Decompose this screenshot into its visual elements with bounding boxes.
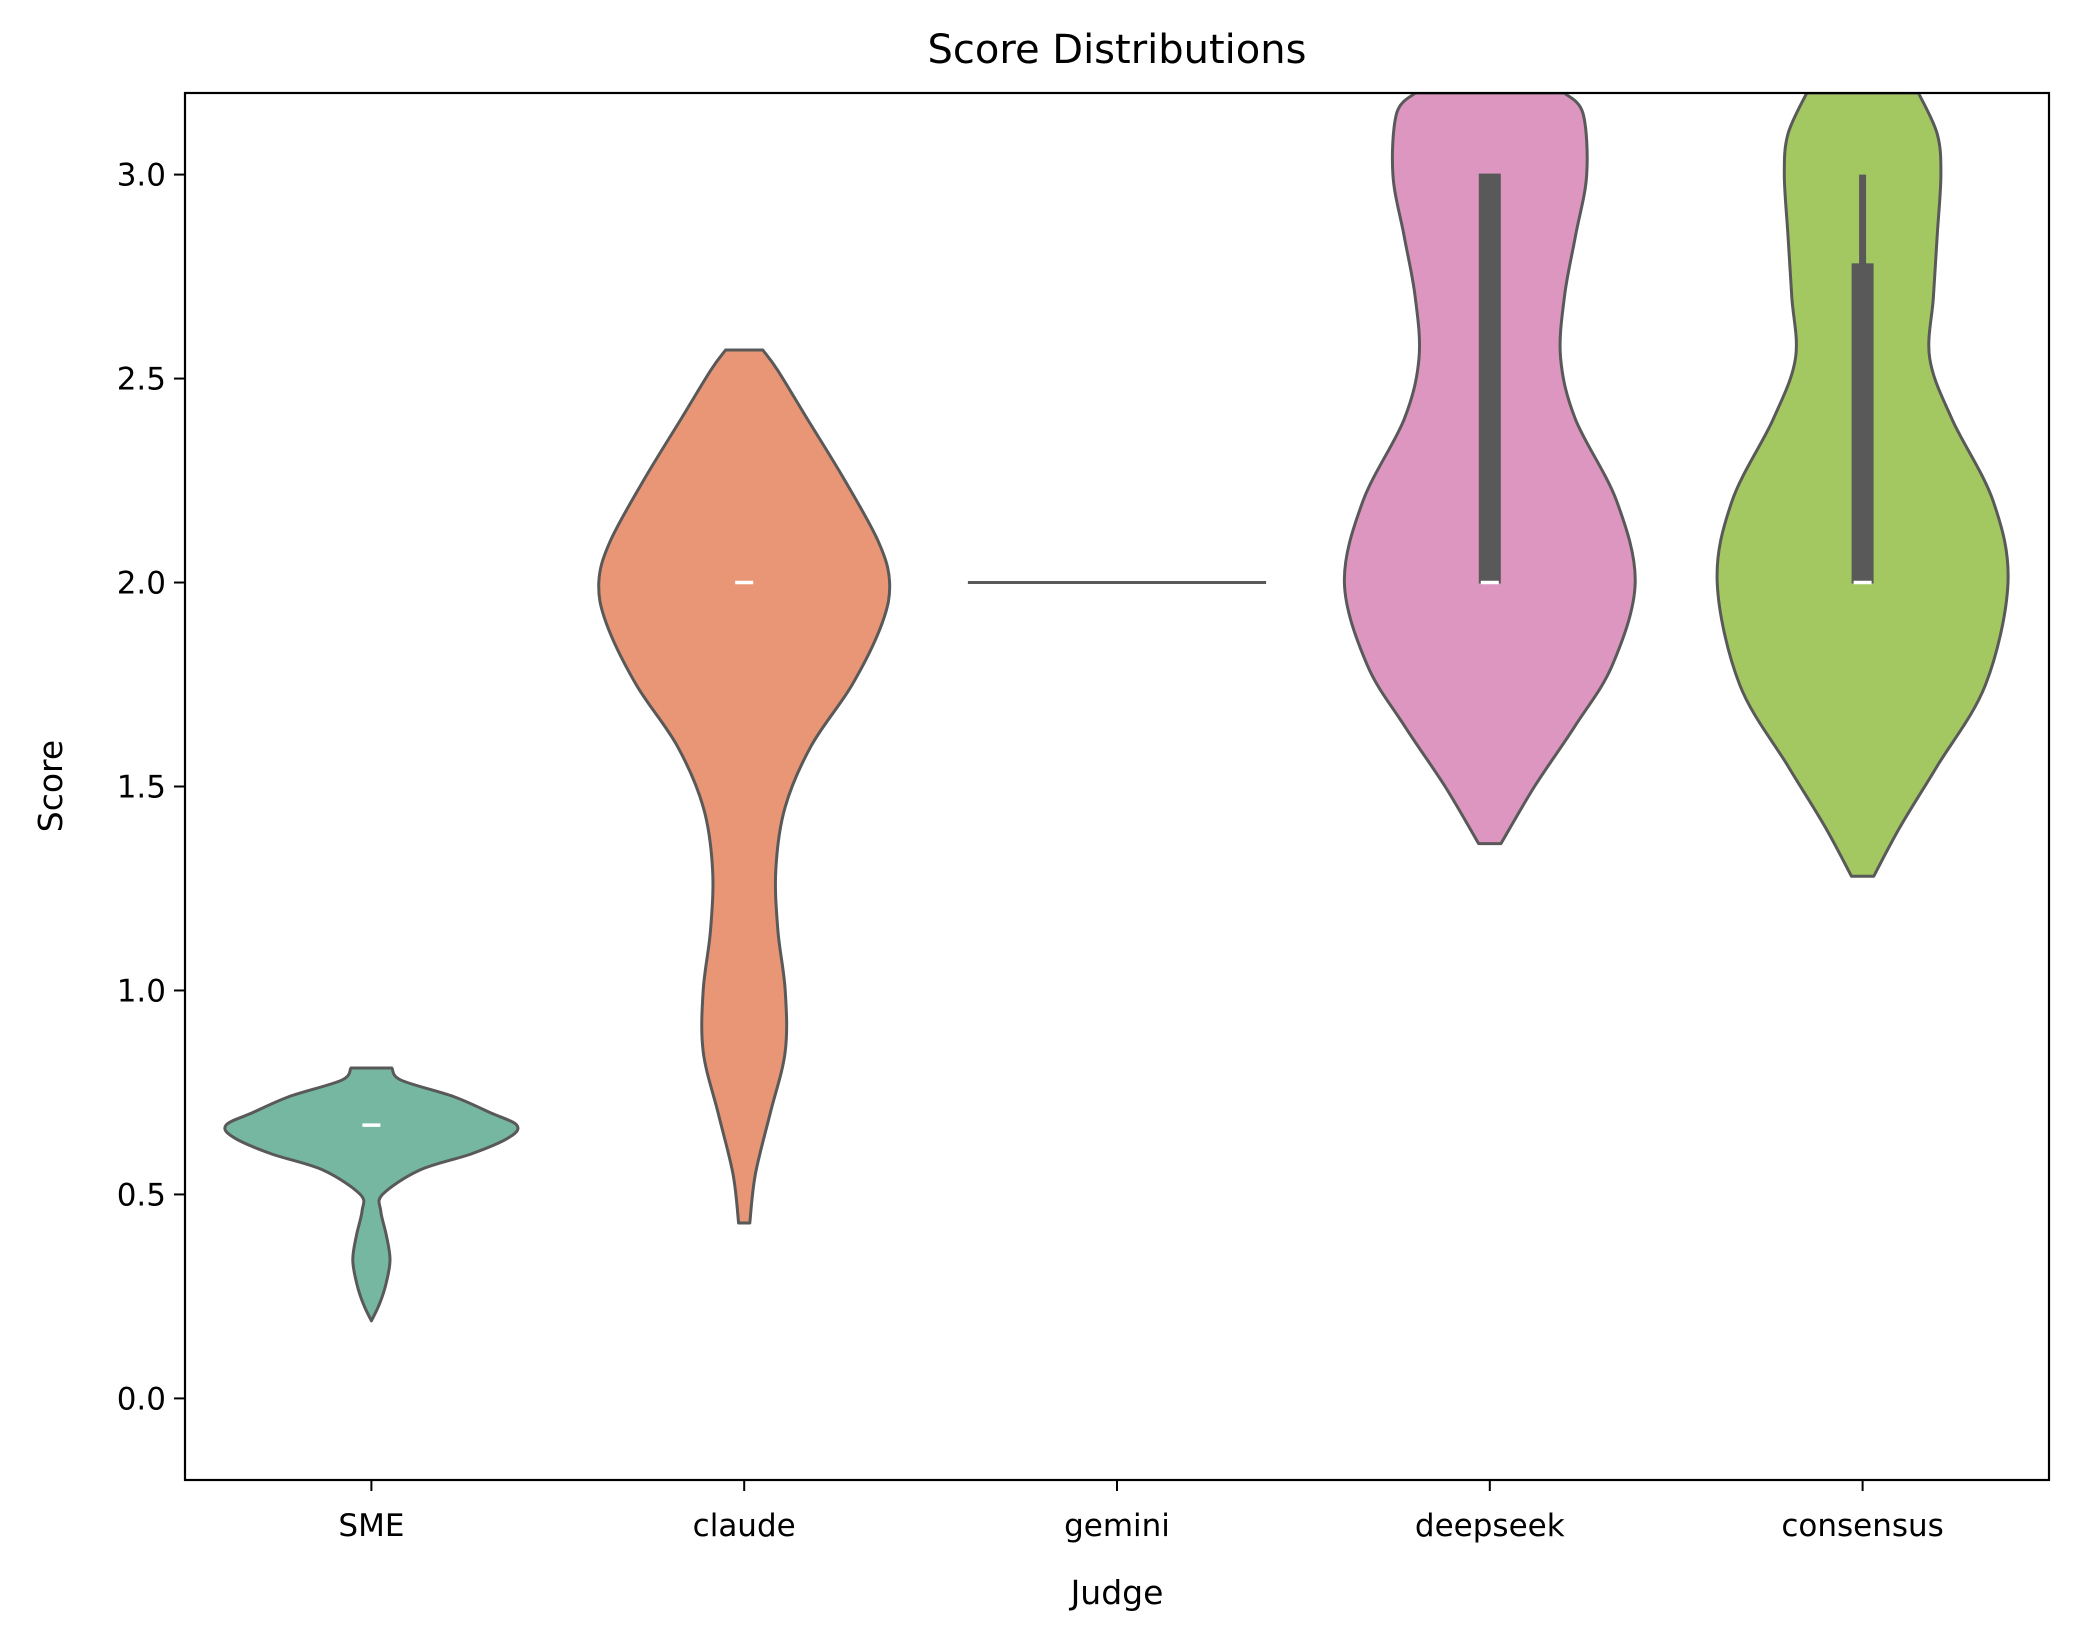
- y-tick-label: 1.0: [117, 973, 166, 1009]
- plot-area: [223, 93, 2010, 1323]
- y-tick-label: 0.0: [117, 1381, 166, 1417]
- x-tick-label: SME: [338, 1508, 404, 1544]
- y-tick-label: 3.0: [117, 158, 166, 194]
- y-tick-label: 2.0: [117, 566, 166, 602]
- chart-title: Score Distributions: [928, 27, 1307, 73]
- iqr-box-consensus: [1851, 263, 1874, 584]
- violin-claude: [597, 348, 892, 1225]
- x-tick-label: claude: [693, 1508, 796, 1544]
- iqr-box-deepseek: [1478, 173, 1501, 584]
- violin-sme: [223, 1066, 520, 1323]
- y-axis-title: Score: [31, 740, 70, 832]
- y-axis: 0.0 0.5 1.0 1.5 2.0 2.5 3.0: [117, 158, 185, 1417]
- x-tick-label: deepseek: [1415, 1508, 1565, 1544]
- plot-frame: [183, 91, 2051, 1482]
- x-tick-label: gemini: [1064, 1508, 1170, 1544]
- x-axis: SME claude gemini deepseek consensus: [338, 1480, 1944, 1544]
- x-tick-label: consensus: [1781, 1508, 1943, 1544]
- y-tick-label: 0.5: [117, 1177, 166, 1213]
- x-axis-title: Judge: [1069, 1573, 1164, 1612]
- y-tick-label: 2.5: [117, 362, 166, 398]
- y-tick-label: 1.5: [117, 770, 166, 806]
